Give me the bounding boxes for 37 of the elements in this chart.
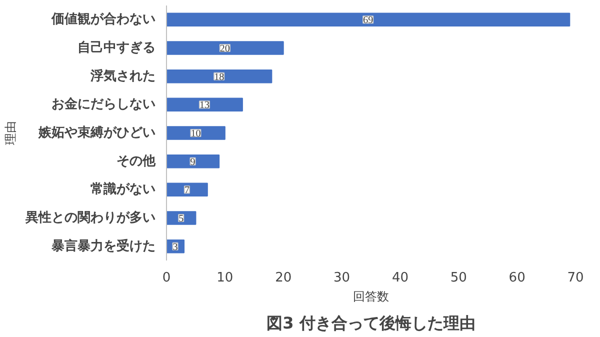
x-tick-label: 10 (216, 270, 234, 286)
data-label: 3 (172, 242, 178, 253)
y-tick-label: 常識がない (90, 181, 156, 198)
data-label: 10 (190, 128, 201, 140)
data-label: 5 (178, 214, 184, 224)
bar (166, 154, 220, 168)
x-tick-label: 50 (450, 270, 467, 286)
y-tick-label: お金にだらしない (52, 97, 156, 112)
y-tick-label: その他 (116, 154, 156, 169)
bar (166, 12, 570, 27)
bar (166, 98, 243, 112)
data-label: 9 (190, 156, 196, 168)
y-tick-label: 嫉妬や束縛がひどい (38, 126, 156, 140)
x-tick-label: 0 (162, 270, 171, 286)
data-label: 20 (220, 44, 230, 54)
y-tick-label: 異性との関わりが多い (24, 210, 156, 226)
data-label: 13 (199, 100, 210, 112)
data-label: 7 (184, 185, 190, 196)
x-tick-label: 40 (392, 270, 408, 286)
text: 図3 付き合って後悔した理由 (266, 314, 476, 332)
y-tick-label: 暴言暴力を受けた (50, 238, 156, 254)
x-axis-title: 回答数 (353, 290, 389, 304)
bar (166, 41, 284, 55)
y-tick-label: 浮気された (90, 68, 156, 84)
data-label: 18 (214, 72, 224, 83)
bar (166, 126, 226, 140)
x-tick-label: 70 (567, 270, 584, 286)
bar (166, 182, 208, 197)
x-tick-label: 20 (275, 270, 292, 286)
y-tick-label: 自己中すぎる (78, 40, 156, 56)
bar (166, 69, 272, 84)
bar (166, 211, 196, 225)
data-label: 69 (363, 15, 374, 26)
y-tick-label: 価値観が合わない (50, 11, 156, 28)
y-axis-title: 理由 (4, 121, 18, 145)
x-tick-label: 30 (334, 270, 350, 286)
x-tick-label: 60 (508, 270, 526, 286)
